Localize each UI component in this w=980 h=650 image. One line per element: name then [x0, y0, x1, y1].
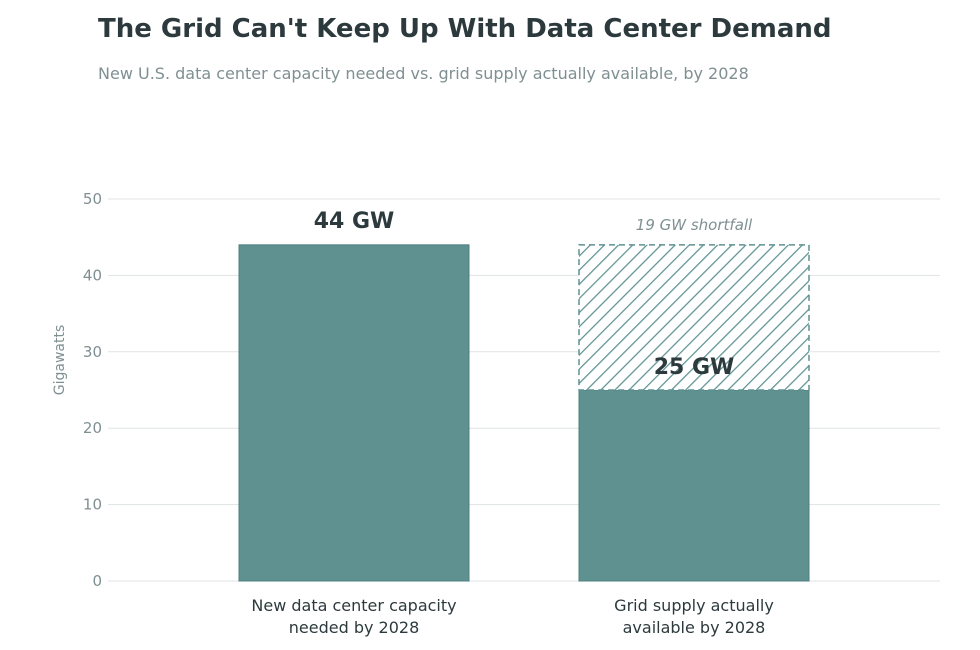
- y-tick-label-50: 50: [83, 190, 102, 208]
- chart-title: The Grid Can't Keep Up With Data Center …: [98, 14, 832, 44]
- bar-1: [578, 389, 810, 582]
- y-axis-title: Gigawatts: [52, 325, 68, 396]
- bar-0: [238, 244, 470, 582]
- shortfall-label: 19 GW shortfall: [636, 216, 753, 234]
- category-label-0: New data center capacity needed by 2028: [251, 596, 456, 637]
- category-label-0-line-1: needed by 2028: [289, 618, 420, 637]
- y-tick-label-20: 20: [83, 419, 102, 437]
- category-label-1: Grid supply actually available by 2028: [614, 596, 774, 637]
- category-label-1-line-1: available by 2028: [623, 618, 766, 637]
- shortfall-segment: [578, 244, 810, 391]
- value-label-1: 25 GW: [654, 355, 735, 380]
- y-tick-label-10: 10: [83, 496, 102, 514]
- value-label-0: 44 GW: [314, 209, 395, 234]
- y-tick-label-40: 40: [83, 266, 102, 284]
- chart-subtitle: New U.S. data center capacity needed vs.…: [98, 64, 749, 83]
- y-tick-label-30: 30: [83, 343, 102, 361]
- category-label-1-line-0: Grid supply actually: [614, 596, 774, 615]
- category-label-0-line-0: New data center capacity: [251, 596, 456, 615]
- y-tick-label-0: 0: [92, 572, 102, 590]
